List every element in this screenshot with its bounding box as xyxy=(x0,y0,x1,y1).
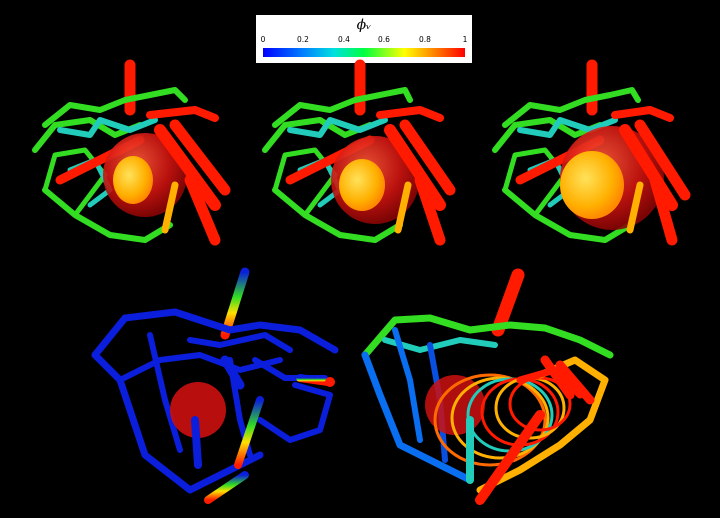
snapshot-panel-3 xyxy=(492,59,691,246)
snapshot-panel-1 xyxy=(32,59,231,246)
colorbar-tick: 0.4 xyxy=(338,35,350,44)
snapshot-panel-2 xyxy=(262,59,456,246)
colorbar-tick: 1 xyxy=(462,35,468,44)
colorbar-title: ϕᵥ xyxy=(356,17,372,33)
colorbar-tick: 0.2 xyxy=(297,35,309,44)
colorbar-tick: 0 xyxy=(260,35,266,44)
cage-panel-low xyxy=(91,267,339,504)
cage-panel-high xyxy=(361,268,614,505)
colorbar-gradient xyxy=(263,48,465,57)
colorbar-tick: 0.6 xyxy=(378,35,390,44)
colorbar-legend: ϕᵥ 0 0.2 0.4 0.6 0.8 1 xyxy=(256,15,472,63)
colorbar-tick: 0.8 xyxy=(419,35,431,44)
